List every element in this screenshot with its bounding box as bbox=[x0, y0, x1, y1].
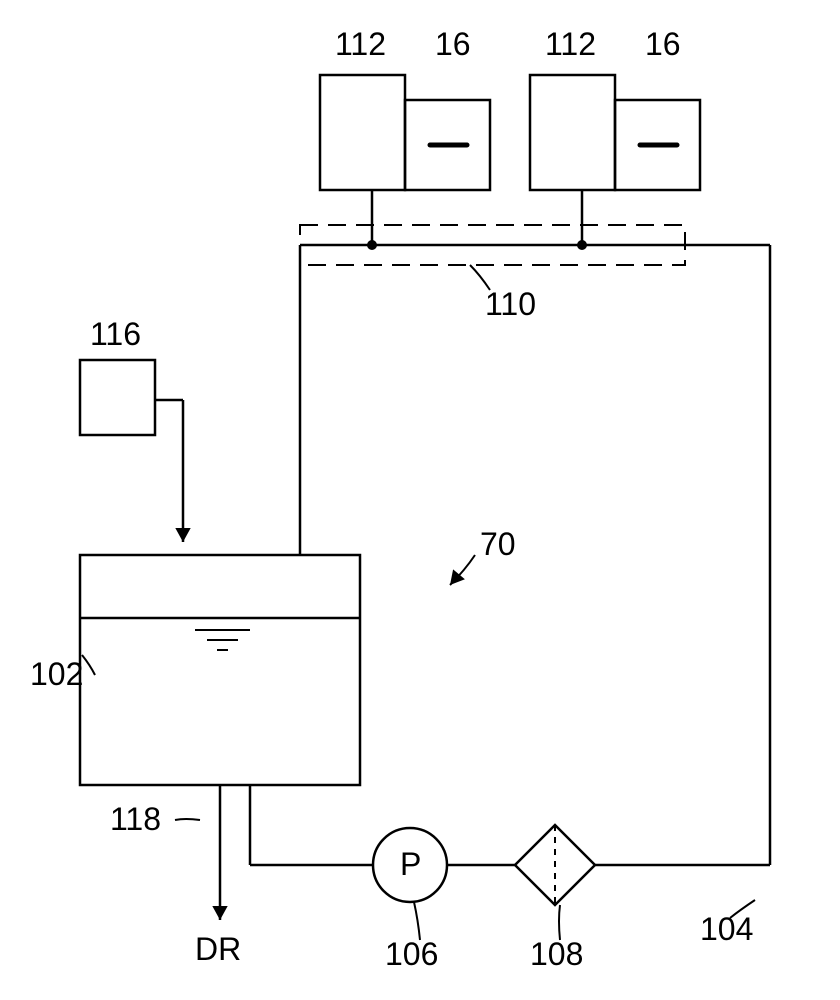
label-l104: 104 bbox=[700, 911, 753, 947]
label-l108: 108 bbox=[530, 936, 583, 972]
label-l16b: 16 bbox=[645, 26, 681, 62]
node-box112a bbox=[320, 75, 405, 190]
label-l70: 70 bbox=[480, 526, 516, 562]
label-l112b: 112 bbox=[545, 26, 596, 62]
labels-group: 112 112 16 16 110 116 70 102 118 106 108 104 DR P bbox=[30, 26, 753, 972]
leader-ld106 bbox=[414, 902, 420, 940]
label-lP: P bbox=[400, 846, 421, 882]
leader-ld108 bbox=[559, 905, 560, 940]
label-l118: 118 bbox=[110, 801, 161, 837]
nodes-group bbox=[80, 75, 700, 905]
label-l110: 110 bbox=[485, 286, 536, 322]
label-l16a: 16 bbox=[435, 26, 471, 62]
label-l102: 102 bbox=[30, 656, 83, 692]
node-box116 bbox=[80, 360, 155, 435]
arrowhead-a_dr bbox=[212, 906, 227, 920]
leader-ld102 bbox=[82, 655, 95, 675]
leader-ld118 bbox=[175, 819, 200, 820]
label-l106: 106 bbox=[385, 936, 438, 972]
label-lDR: DR bbox=[195, 931, 241, 967]
junction-d112a bbox=[367, 240, 377, 250]
node-tank102 bbox=[80, 555, 360, 785]
label-l116: 116 bbox=[90, 316, 141, 352]
arrowhead-a_into_tank bbox=[175, 528, 190, 542]
junction-d112b bbox=[577, 240, 587, 250]
label-l112a: 112 bbox=[335, 26, 386, 62]
node-box112b bbox=[530, 75, 615, 190]
